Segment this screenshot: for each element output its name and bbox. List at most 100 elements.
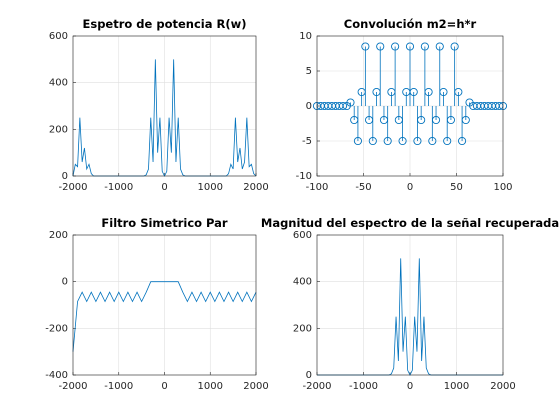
stem (443, 106, 452, 146)
x-tick-label: 100 (493, 182, 512, 193)
axes-box (316, 234, 504, 376)
x-tick-label: 1000 (444, 381, 469, 392)
stem (428, 106, 437, 146)
stem-marker (420, 42, 429, 51)
stem-marker (353, 136, 362, 146)
stem-marker (338, 101, 348, 111)
x-tick-label: -1000 (104, 182, 133, 193)
stem-marker (398, 136, 407, 146)
x-tick-label: -50 (355, 182, 371, 193)
stem-marker (368, 136, 377, 146)
subplot-title: Espetro de potencia R(w) (83, 17, 247, 31)
y-tick-label: 0 (306, 370, 312, 381)
y-tick-label: 5 (306, 66, 312, 77)
x-tick-label: 1000 (198, 182, 223, 193)
stem (450, 42, 459, 106)
stem (368, 106, 377, 146)
stem (383, 106, 392, 146)
stem-marker (450, 42, 459, 51)
y-tick-label: 0 (62, 171, 68, 182)
stem (413, 106, 422, 146)
stem-marker (424, 87, 433, 97)
x-tick-label: 2000 (243, 182, 268, 193)
stem-marker (413, 136, 422, 146)
stem-marker (405, 42, 415, 51)
stem (458, 106, 467, 146)
stem (405, 42, 415, 106)
y-tick-label: 600 (293, 230, 312, 241)
stem (353, 106, 362, 146)
x-tick-label: 0 (161, 381, 167, 392)
stem (391, 42, 400, 106)
stem-marker (446, 115, 455, 125)
x-tick-label: -1000 (104, 381, 133, 392)
x-tick-label: 2000 (243, 381, 268, 392)
y-tick-label: 600 (49, 31, 68, 42)
stem (338, 101, 348, 111)
stem-marker (361, 42, 370, 51)
stem-marker (428, 136, 437, 146)
stem-marker (454, 87, 463, 97)
stem (454, 87, 463, 106)
y-tick-label: -400 (45, 370, 68, 381)
stem-marker (391, 42, 400, 51)
y-tick-label: -5 (302, 136, 312, 147)
stem-marker (431, 115, 441, 125)
stem-marker (435, 42, 444, 51)
stem-marker (417, 115, 426, 125)
stem (431, 106, 441, 125)
stem-marker (376, 42, 385, 51)
y-tick-label: 10 (299, 31, 312, 42)
x-tick-label: -2000 (302, 381, 331, 392)
stem (424, 87, 433, 106)
y-tick-label: 400 (49, 78, 68, 89)
stem (417, 106, 426, 125)
stem (409, 87, 418, 106)
axes-box (72, 234, 257, 376)
stem (376, 42, 385, 106)
stem (439, 87, 448, 106)
subplot-title: Magnitud del espectro de la señal recupe… (261, 216, 559, 230)
y-tick-label: -200 (45, 323, 68, 334)
x-tick-label: 0 (161, 182, 167, 193)
x-tick-label: -1000 (349, 381, 378, 392)
y-tick-label: -10 (296, 171, 312, 182)
stem (420, 42, 429, 106)
x-tick-label: 1000 (198, 381, 223, 392)
subplot: -2000 -1000 0 1000 2000 0 200 400 600 Espetro de … (49, 17, 269, 193)
stem (361, 42, 370, 106)
x-tick-label: 0 (407, 182, 413, 193)
x-tick-label: 2000 (490, 381, 515, 392)
y-tick-label: 0 (306, 101, 312, 112)
data-line (72, 281, 257, 352)
x-tick-label: 50 (450, 182, 463, 193)
stem-marker (439, 87, 448, 97)
y-tick-label: 200 (49, 230, 68, 241)
stem-marker (461, 115, 470, 125)
stem-marker (458, 136, 467, 146)
stem-marker (409, 87, 418, 97)
x-tick-label: 0 (407, 381, 413, 392)
y-tick-label: 400 (293, 277, 312, 288)
x-tick-label: -2000 (58, 182, 87, 193)
stem-marker (346, 98, 355, 107)
y-tick-label: 200 (49, 124, 68, 135)
stem (398, 106, 407, 146)
x-tick-label: -100 (306, 182, 329, 193)
axes-box (72, 35, 257, 177)
stem (346, 98, 355, 107)
stem-marker (443, 136, 452, 146)
stem (446, 106, 455, 125)
stem (461, 106, 470, 125)
subplot-title: Convolución m2=h*r (344, 17, 477, 31)
subplot-title: Filtro Simetrico Par (101, 216, 228, 230)
y-tick-label: 0 (62, 277, 68, 288)
y-tick-label: 200 (293, 323, 312, 334)
axes-box (316, 35, 504, 177)
stem (435, 42, 444, 106)
stem-marker (383, 136, 392, 146)
